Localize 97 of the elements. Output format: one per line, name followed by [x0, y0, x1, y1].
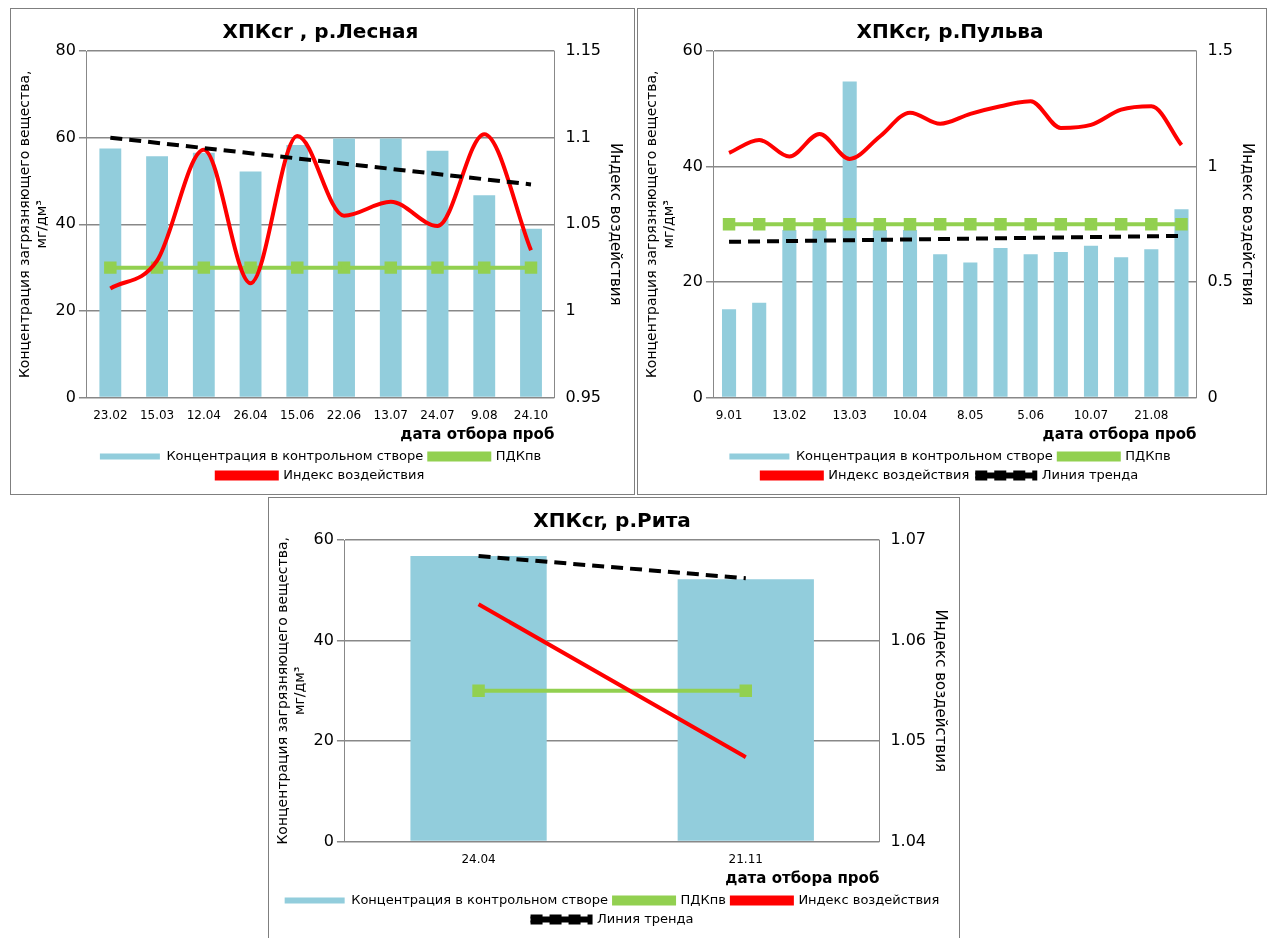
- x-tick-label: 10.04: [892, 407, 928, 422]
- x-tick-label: 13.02: [772, 407, 807, 422]
- bar: [473, 195, 496, 397]
- y2-tick-label: 1: [565, 300, 576, 320]
- bar: [333, 138, 355, 397]
- y-tick-label: 40: [313, 629, 334, 649]
- chart-title: ХПКcr , р.Лесная: [222, 19, 419, 44]
- legend-label: ПДКпв: [1125, 447, 1171, 463]
- legend-label: Концентрация в контрольном створе: [351, 891, 609, 907]
- y-tick-label: 0: [323, 830, 334, 850]
- x-tick-label: 12.04: [186, 407, 221, 422]
- legend-label: ПДКпв: [495, 447, 542, 463]
- bar: [379, 138, 402, 397]
- y2-tick-label: 1.5: [1207, 40, 1234, 60]
- x-tick-label: 26.04: [233, 407, 268, 422]
- x-tick-label: 24.07: [420, 407, 455, 422]
- y-tick-label: 20: [313, 730, 334, 750]
- bar: [963, 262, 978, 397]
- legend-label: Индекс воздействия: [798, 891, 940, 907]
- legend-label: Индекс воздействия: [828, 466, 970, 482]
- y2-tick-label: 1.15: [565, 40, 601, 60]
- bar: [239, 171, 262, 397]
- y-tick-label: 60: [55, 126, 76, 146]
- x-tick-label: 24.10: [513, 407, 549, 422]
- bar: [146, 156, 168, 397]
- y2-tick-label: 0: [1207, 386, 1218, 406]
- bar: [842, 81, 857, 397]
- bar: [1174, 209, 1189, 397]
- y2-tick-label: 0.95: [565, 386, 601, 406]
- y-tick-label: 60: [682, 40, 703, 60]
- x-tick-label: 8.05: [956, 407, 984, 422]
- y2-tick-label: 1.04: [890, 830, 926, 850]
- bar: [1083, 245, 1099, 397]
- line-series: [108, 132, 533, 291]
- y2-axis-title: Индекс воздействия: [607, 142, 626, 306]
- y-axis-title: Концентрация загрязняющего вещества, мг/дм³: [16, 70, 49, 379]
- x-tick-label: 21.08: [1134, 407, 1169, 422]
- x-tick-label: 13.03: [832, 407, 867, 422]
- bar: [812, 230, 827, 397]
- x-tick-label: 22.06: [326, 407, 362, 422]
- y2-tick-label: 1.07: [890, 529, 926, 549]
- x-axis-title: дата отбора проб: [1042, 424, 1197, 443]
- bar: [993, 247, 1008, 397]
- bar: [286, 145, 309, 397]
- x-tick-label: 23.02: [93, 407, 128, 422]
- y2-axis-title: Индекс воздействия: [1239, 142, 1258, 306]
- x-tick-label: 9.01: [715, 407, 743, 422]
- chart-title: ХПКcr, р.Пульва: [856, 19, 1044, 44]
- legend-label: ПДКпв: [680, 891, 726, 907]
- bar: [902, 230, 918, 397]
- legend-label: Линия тренда: [597, 910, 694, 926]
- y2-axis-title: Индекс воздействия: [932, 609, 951, 773]
- bar: [1053, 252, 1068, 397]
- x-tick-label: 9.08: [470, 407, 498, 422]
- y-tick-label: 40: [55, 213, 76, 233]
- y2-tick-label: 1: [1207, 155, 1218, 175]
- x-axis-title: дата отбора проб: [725, 868, 880, 887]
- x-axis-title: дата отбора проб: [400, 424, 555, 443]
- x-tick-label: 21.11: [728, 851, 763, 866]
- bar: [99, 148, 122, 397]
- y-axis-title: Концентрация загрязняющего вещества, мг/дм³: [643, 70, 676, 379]
- y-axis-title: Концентрация загрязняющего вещества, мг/дм³: [274, 537, 307, 845]
- x-tick-label: 13.07: [373, 407, 408, 422]
- x-tick-label: 15.06: [280, 407, 315, 422]
- y-tick-label: 80: [55, 40, 76, 60]
- bar: [192, 152, 215, 397]
- bar: [752, 302, 767, 397]
- y-tick-label: 20: [682, 271, 703, 291]
- y-tick-label: 20: [55, 300, 76, 320]
- y2-tick-label: 1.05: [565, 213, 601, 233]
- x-tick-label: 10.07: [1073, 407, 1109, 422]
- bar: [782, 230, 797, 397]
- bar: [933, 254, 948, 397]
- legend-label: Концентрация в контрольном створе: [166, 447, 424, 463]
- bar: [1114, 257, 1129, 397]
- chart-title: ХПКcr, р.Рита: [533, 508, 691, 533]
- y2-tick-label: 1.05: [890, 730, 926, 750]
- x-tick-label: 15.03: [139, 407, 175, 422]
- y-tick-label: 0: [692, 386, 703, 406]
- bar: [520, 228, 542, 397]
- bar: [1144, 249, 1159, 397]
- y-tick-label: 40: [682, 155, 703, 175]
- line-series: [727, 99, 1184, 161]
- bar: [1023, 254, 1038, 397]
- y-tick-label: 0: [65, 386, 76, 406]
- x-tick-label: 5.06: [1017, 407, 1045, 422]
- legend-label: Линия тренда: [1041, 466, 1139, 482]
- legend-label: Концентрация в контрольном створе: [795, 447, 1053, 463]
- y2-tick-label: 0.5: [1207, 271, 1234, 291]
- y-tick-label: 60: [313, 529, 334, 549]
- bar: [872, 230, 887, 397]
- y2-tick-label: 1.06: [890, 629, 926, 649]
- y2-tick-label: 1.1: [565, 126, 591, 146]
- bar: [721, 309, 737, 397]
- legend-label: Индекс воздействия: [283, 466, 425, 482]
- bar: [426, 150, 449, 397]
- x-tick-label: 24.04: [461, 851, 496, 866]
